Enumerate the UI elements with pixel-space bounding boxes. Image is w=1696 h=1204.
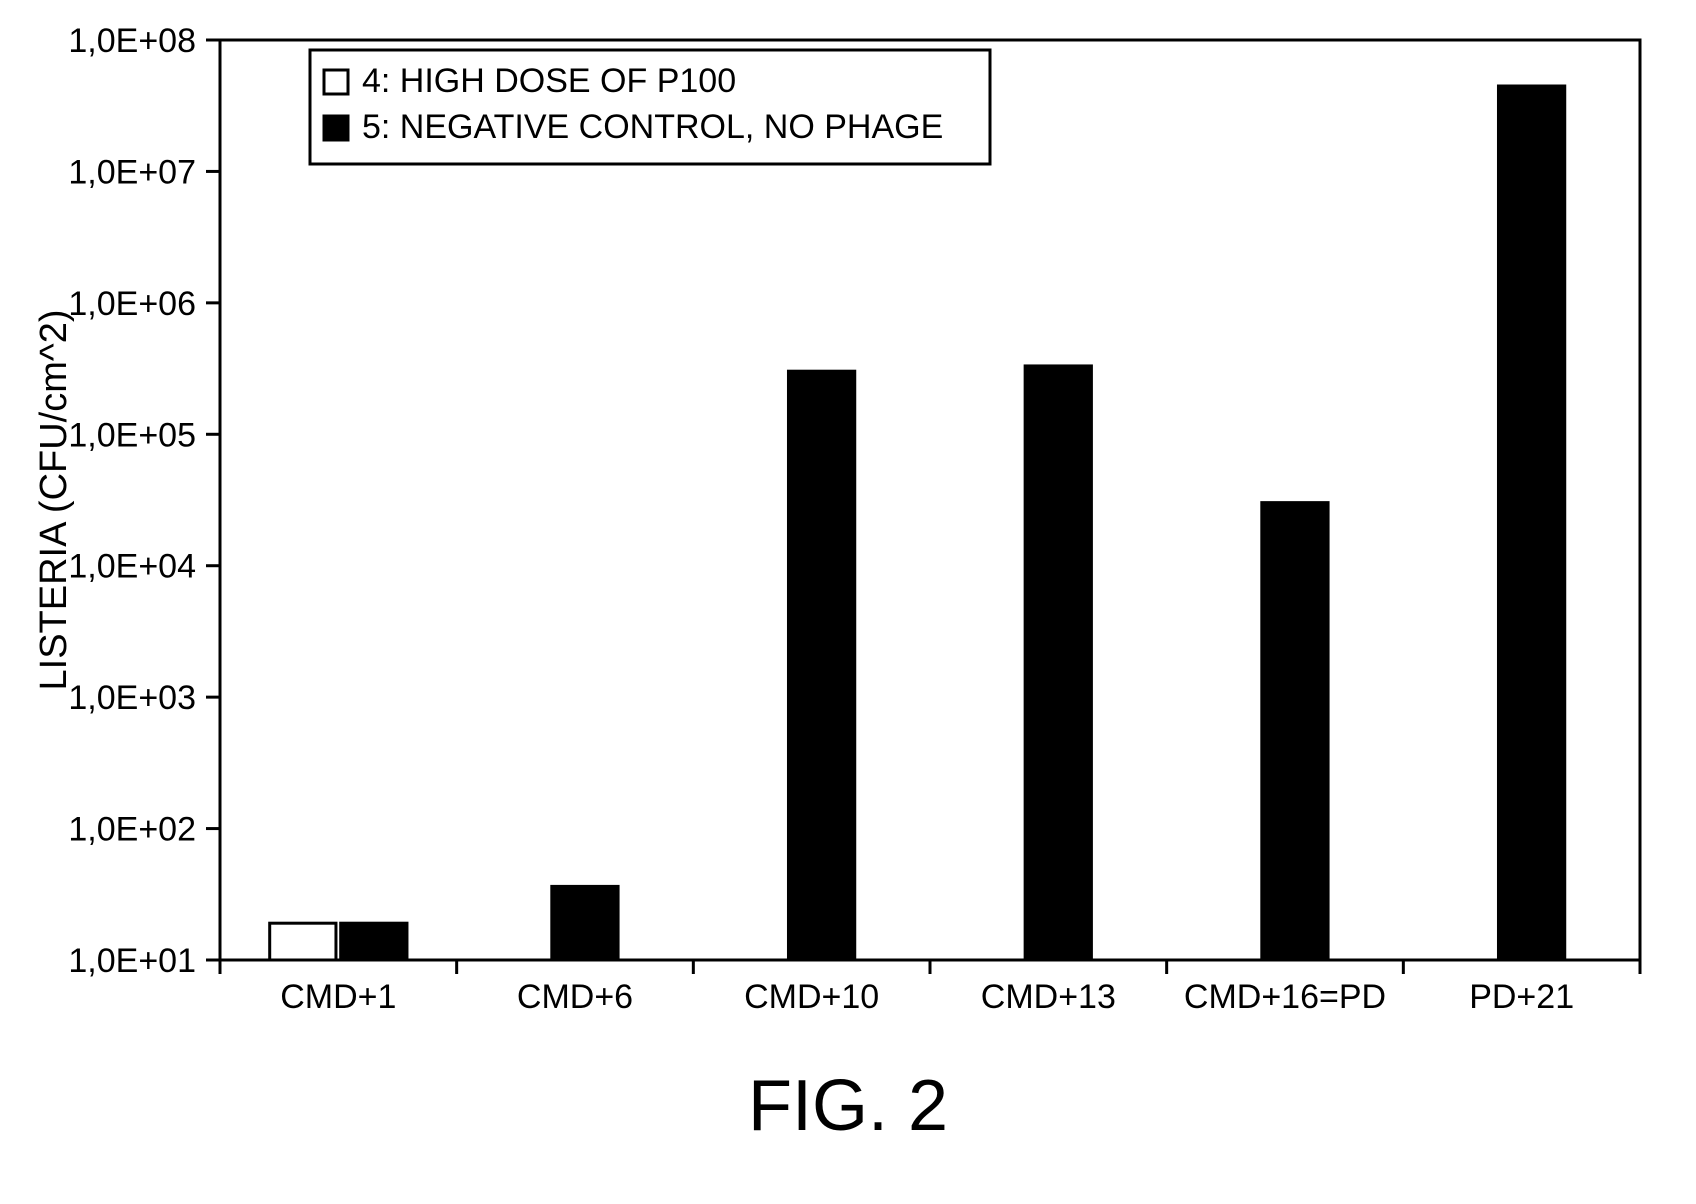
- x-tick-label: PD+21: [1469, 978, 1574, 1016]
- bar-series-1: [552, 886, 618, 960]
- legend-label: 5: NEGATIVE CONTROL, NO PHAGE: [362, 108, 943, 146]
- bar-series-1: [1025, 366, 1091, 960]
- legend-swatch: [324, 116, 348, 140]
- bar-series-1: [1262, 503, 1328, 960]
- figure-title: FIG. 2: [748, 1066, 948, 1146]
- y-tick-label: 1,0E+01: [68, 942, 196, 980]
- chart-svg: 1,0E+01 1,0E+02 1,0E+03 1,0E+04 1,0E+05 1,0E+…: [0, 0, 1696, 1204]
- bar-series-1: [788, 371, 854, 960]
- bar-series-0: [270, 923, 336, 960]
- y-tick-label: 1,0E+02: [68, 811, 196, 849]
- bar-series-1: [341, 923, 407, 960]
- y-tick-label: 1,0E+05: [68, 416, 196, 454]
- y-tick-label: 1,0E+08: [68, 22, 196, 60]
- y-tick-label: 1,0E+03: [68, 679, 196, 717]
- x-tick-label: CMD+1: [280, 978, 396, 1016]
- legend-swatch: [324, 70, 348, 94]
- y-tick-label: 1,0E+07: [68, 153, 196, 191]
- x-tick-label: CMD+16=PD: [1184, 978, 1386, 1016]
- x-tick-label: CMD+6: [517, 978, 633, 1016]
- y-tick-label: 1,0E+04: [68, 548, 196, 586]
- y-axis-label: LISTERIA (CFU/cm^2): [33, 310, 75, 691]
- legend-label: 4: HIGH DOSE OF P100: [362, 62, 736, 100]
- x-tick-label: CMD+10: [744, 978, 879, 1016]
- bar-series-1: [1498, 86, 1564, 960]
- chart-container: 1,0E+01 1,0E+02 1,0E+03 1,0E+04 1,0E+05 1,0E+…: [0, 0, 1696, 1204]
- y-tick-label: 1,0E+06: [68, 285, 196, 323]
- x-tick-label: CMD+13: [981, 978, 1116, 1016]
